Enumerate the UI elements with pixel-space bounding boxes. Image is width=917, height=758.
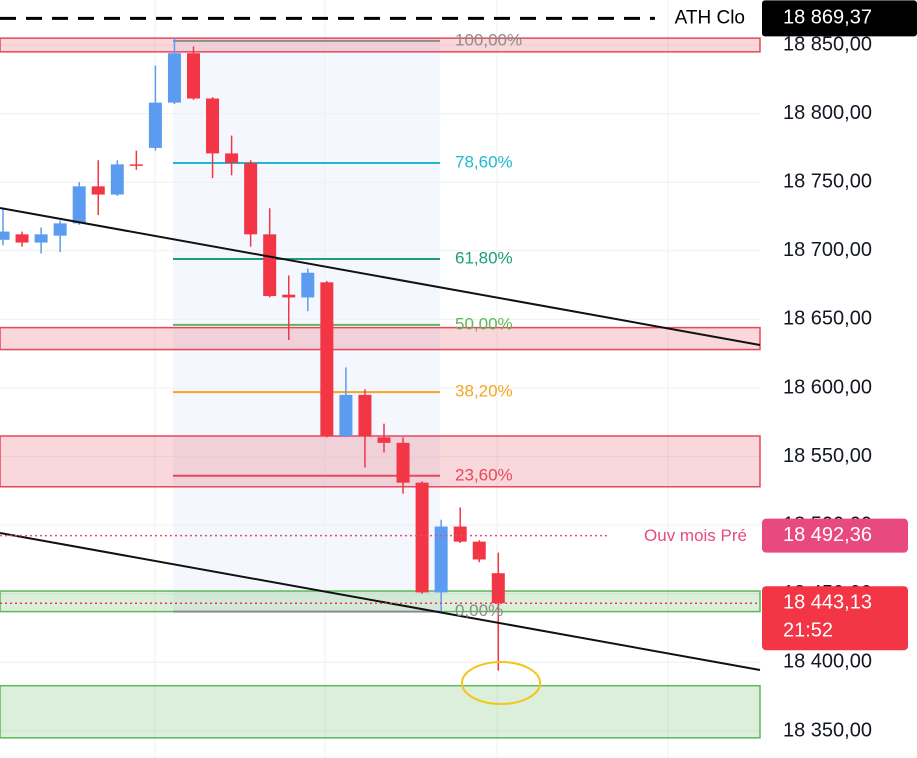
candle-body — [453, 526, 467, 542]
candle-body — [225, 153, 239, 163]
candle-body — [72, 186, 86, 224]
last-time: 21:52 — [783, 619, 833, 641]
candle-body — [129, 164, 143, 166]
candle-body — [0, 231, 10, 240]
zone — [0, 684, 761, 739]
ath-box — [762, 0, 917, 37]
zone — [0, 435, 761, 488]
candle-body — [415, 482, 429, 593]
trendline — [0, 532, 761, 671]
ath-name: ATH Clo — [675, 7, 745, 28]
y-tick-label: 18 350,00 — [783, 719, 872, 741]
candle-body — [339, 394, 353, 437]
candle-body — [491, 573, 505, 604]
open-label: 18 492,36 — [783, 524, 872, 546]
candle-body — [53, 223, 67, 236]
candle-body — [110, 164, 124, 195]
open-name: Ouv mois Pré — [644, 526, 747, 545]
candle-body — [34, 234, 48, 243]
candle-body — [377, 437, 391, 443]
y-tick-label: 18 600,00 — [783, 376, 872, 398]
candle-body — [206, 98, 220, 154]
trendline — [0, 207, 761, 346]
candle-body — [358, 394, 372, 437]
candle-body — [301, 272, 315, 298]
y-tick-label: 18 400,00 — [783, 651, 872, 673]
highlight-ellipse — [461, 661, 541, 705]
candle-body — [167, 53, 181, 103]
layer — [0, 37, 761, 739]
last-label: 18 443,13 — [783, 591, 872, 613]
fib-label: 78,60% — [455, 152, 513, 171]
y-tick-label: 18 650,00 — [783, 308, 872, 330]
fib-label: 23,60% — [455, 465, 513, 484]
fib-label: 50,00% — [455, 314, 513, 333]
candle-body — [187, 53, 200, 99]
y-tick-label: 18 800,00 — [783, 102, 872, 124]
ath-label: 18 869,37 — [783, 7, 872, 29]
candle-body — [244, 162, 258, 235]
candle-body — [263, 234, 277, 297]
candle-body — [434, 526, 448, 593]
last-box — [762, 586, 908, 651]
candle-body — [472, 541, 486, 560]
y-tick-label: 18 700,00 — [783, 239, 872, 261]
zone — [0, 326, 761, 351]
fib-label: 100,00% — [455, 30, 522, 49]
y-tick-label: 18 550,00 — [783, 445, 872, 467]
fib-label: 61,80% — [455, 249, 513, 268]
y-tick-label: 18 850,00 — [783, 33, 872, 55]
fib-label: 0,00% — [455, 601, 503, 620]
candle-body — [15, 234, 29, 243]
candle-body — [282, 294, 296, 298]
y-tick-label: 18 750,00 — [783, 170, 872, 192]
candle-body — [396, 442, 410, 483]
open-box — [762, 518, 908, 553]
candle-body — [320, 282, 334, 437]
candles — [0, 38, 505, 671]
fib-label: 38,20% — [455, 382, 513, 401]
candle-body — [148, 102, 162, 148]
candle-body — [91, 186, 105, 195]
